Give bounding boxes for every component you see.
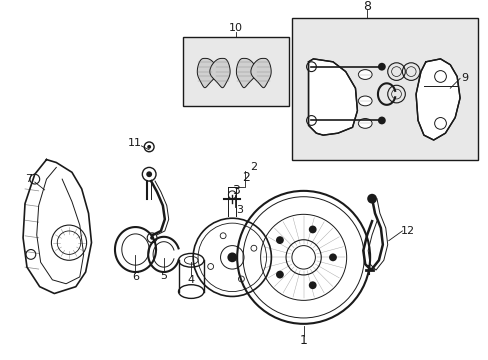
Text: 2: 2 <box>242 171 249 184</box>
Circle shape <box>308 225 316 233</box>
Polygon shape <box>308 59 357 135</box>
Polygon shape <box>197 58 217 88</box>
Circle shape <box>150 236 154 240</box>
Circle shape <box>146 171 152 177</box>
Circle shape <box>308 281 316 289</box>
Text: 1: 1 <box>299 334 307 347</box>
Circle shape <box>275 236 283 244</box>
Text: 6: 6 <box>132 272 139 282</box>
Circle shape <box>275 271 283 279</box>
Text: 11: 11 <box>127 138 141 148</box>
Circle shape <box>147 145 151 149</box>
Circle shape <box>377 117 385 125</box>
Bar <box>183 37 288 106</box>
Text: 9: 9 <box>461 73 468 84</box>
Ellipse shape <box>358 96 371 106</box>
Text: 10: 10 <box>229 23 243 33</box>
Text: 2: 2 <box>250 162 257 172</box>
Circle shape <box>227 252 237 262</box>
Ellipse shape <box>358 69 371 80</box>
Circle shape <box>366 194 376 203</box>
Polygon shape <box>236 58 256 88</box>
Text: 5: 5 <box>160 271 167 281</box>
Text: 3: 3 <box>232 184 240 197</box>
Text: 8: 8 <box>363 0 370 13</box>
Circle shape <box>377 63 385 71</box>
Polygon shape <box>415 59 459 140</box>
Text: 3: 3 <box>236 206 243 215</box>
Text: 7: 7 <box>25 174 32 184</box>
Bar <box>291 18 477 159</box>
Circle shape <box>328 253 336 261</box>
Text: 12: 12 <box>400 226 414 236</box>
Polygon shape <box>209 58 230 88</box>
Polygon shape <box>250 58 271 88</box>
Text: 4: 4 <box>187 275 194 285</box>
Ellipse shape <box>358 118 371 128</box>
